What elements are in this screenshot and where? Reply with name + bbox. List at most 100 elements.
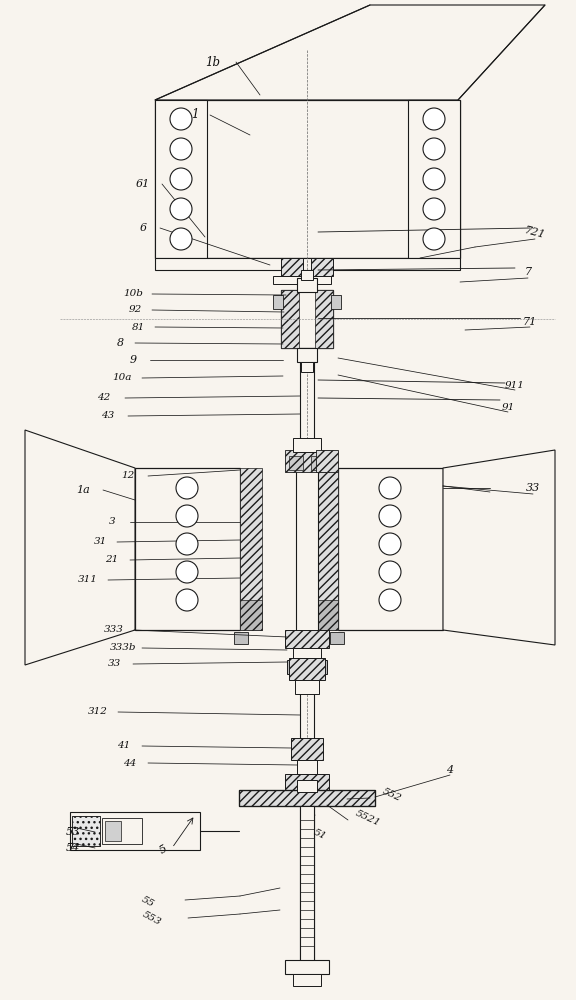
Text: 553: 553 bbox=[141, 909, 163, 927]
Bar bbox=[155, 100, 460, 258]
Circle shape bbox=[170, 228, 192, 250]
Bar bbox=[297, 348, 317, 362]
Circle shape bbox=[176, 477, 198, 499]
Text: 81: 81 bbox=[131, 322, 145, 332]
Bar bbox=[316, 600, 338, 630]
Bar bbox=[315, 290, 333, 348]
Circle shape bbox=[423, 108, 445, 130]
Text: 9: 9 bbox=[130, 355, 137, 365]
Bar bbox=[293, 648, 321, 658]
Bar bbox=[408, 100, 460, 258]
Bar bbox=[273, 295, 283, 309]
Text: 3: 3 bbox=[109, 518, 115, 526]
Circle shape bbox=[170, 168, 192, 190]
Circle shape bbox=[423, 168, 445, 190]
Bar bbox=[285, 630, 329, 648]
Text: 53: 53 bbox=[66, 827, 80, 837]
Circle shape bbox=[379, 505, 401, 527]
Text: 5: 5 bbox=[157, 844, 169, 856]
Bar bbox=[72, 816, 100, 846]
Text: 92: 92 bbox=[128, 306, 142, 314]
Bar bbox=[297, 278, 317, 292]
Text: 1: 1 bbox=[191, 108, 199, 121]
Bar bbox=[316, 468, 338, 630]
Bar bbox=[285, 450, 329, 472]
Bar bbox=[291, 738, 323, 760]
Bar bbox=[311, 258, 333, 276]
Text: 12: 12 bbox=[122, 472, 135, 481]
Bar bbox=[311, 456, 325, 470]
Circle shape bbox=[170, 198, 192, 220]
Bar bbox=[234, 632, 248, 644]
Bar bbox=[293, 974, 321, 986]
Bar bbox=[289, 456, 303, 470]
Bar bbox=[281, 290, 299, 348]
Bar bbox=[72, 816, 100, 846]
Text: 54: 54 bbox=[66, 843, 80, 853]
Circle shape bbox=[176, 589, 198, 611]
Bar bbox=[296, 453, 318, 645]
Bar bbox=[70, 812, 200, 850]
Polygon shape bbox=[443, 450, 555, 645]
Bar bbox=[105, 821, 121, 841]
Text: 61: 61 bbox=[136, 179, 150, 189]
Circle shape bbox=[379, 533, 401, 555]
Polygon shape bbox=[155, 5, 545, 100]
Text: 55: 55 bbox=[140, 895, 156, 909]
Text: 6: 6 bbox=[139, 223, 146, 233]
Circle shape bbox=[170, 138, 192, 160]
Text: 333: 333 bbox=[104, 626, 124, 635]
Text: 1b: 1b bbox=[206, 55, 221, 68]
Bar bbox=[155, 100, 207, 258]
Text: 21: 21 bbox=[105, 556, 119, 564]
Bar bbox=[300, 806, 314, 966]
Text: 333b: 333b bbox=[110, 644, 137, 652]
Text: 311: 311 bbox=[78, 576, 98, 584]
Circle shape bbox=[423, 138, 445, 160]
Bar bbox=[135, 468, 240, 630]
Circle shape bbox=[176, 505, 198, 527]
Text: 71: 71 bbox=[523, 317, 537, 327]
Text: 1a: 1a bbox=[76, 485, 90, 495]
Bar bbox=[102, 818, 142, 844]
Text: 33: 33 bbox=[107, 660, 120, 668]
Text: 10b: 10b bbox=[123, 290, 143, 298]
Bar bbox=[285, 960, 329, 974]
Bar bbox=[240, 468, 262, 630]
Bar bbox=[293, 438, 321, 452]
Text: 5521: 5521 bbox=[354, 808, 382, 828]
Bar bbox=[301, 270, 313, 280]
Text: 312: 312 bbox=[88, 708, 108, 716]
Bar bbox=[311, 660, 327, 674]
Circle shape bbox=[379, 589, 401, 611]
Bar bbox=[239, 790, 375, 806]
Circle shape bbox=[176, 561, 198, 583]
Text: 8: 8 bbox=[116, 338, 124, 348]
Text: 33: 33 bbox=[526, 483, 540, 493]
Bar bbox=[316, 450, 338, 472]
Bar bbox=[273, 276, 331, 284]
Bar bbox=[239, 790, 375, 806]
Circle shape bbox=[423, 228, 445, 250]
Bar bbox=[285, 774, 329, 790]
Circle shape bbox=[170, 108, 192, 130]
Text: 42: 42 bbox=[97, 393, 111, 402]
Circle shape bbox=[176, 533, 198, 555]
Bar bbox=[155, 258, 460, 270]
Text: 7: 7 bbox=[524, 267, 532, 277]
Bar bbox=[295, 680, 319, 694]
Bar bbox=[297, 760, 317, 774]
Text: 10a: 10a bbox=[112, 373, 132, 382]
Bar bbox=[330, 632, 344, 644]
Text: 552: 552 bbox=[381, 787, 403, 803]
Bar bbox=[301, 362, 313, 372]
Bar bbox=[331, 295, 341, 309]
Bar bbox=[287, 660, 303, 674]
Circle shape bbox=[379, 477, 401, 499]
Circle shape bbox=[379, 561, 401, 583]
Text: 41: 41 bbox=[118, 742, 131, 750]
Bar bbox=[338, 468, 443, 630]
Text: 43: 43 bbox=[101, 412, 115, 420]
Bar bbox=[281, 258, 303, 276]
Text: 31: 31 bbox=[93, 538, 107, 546]
